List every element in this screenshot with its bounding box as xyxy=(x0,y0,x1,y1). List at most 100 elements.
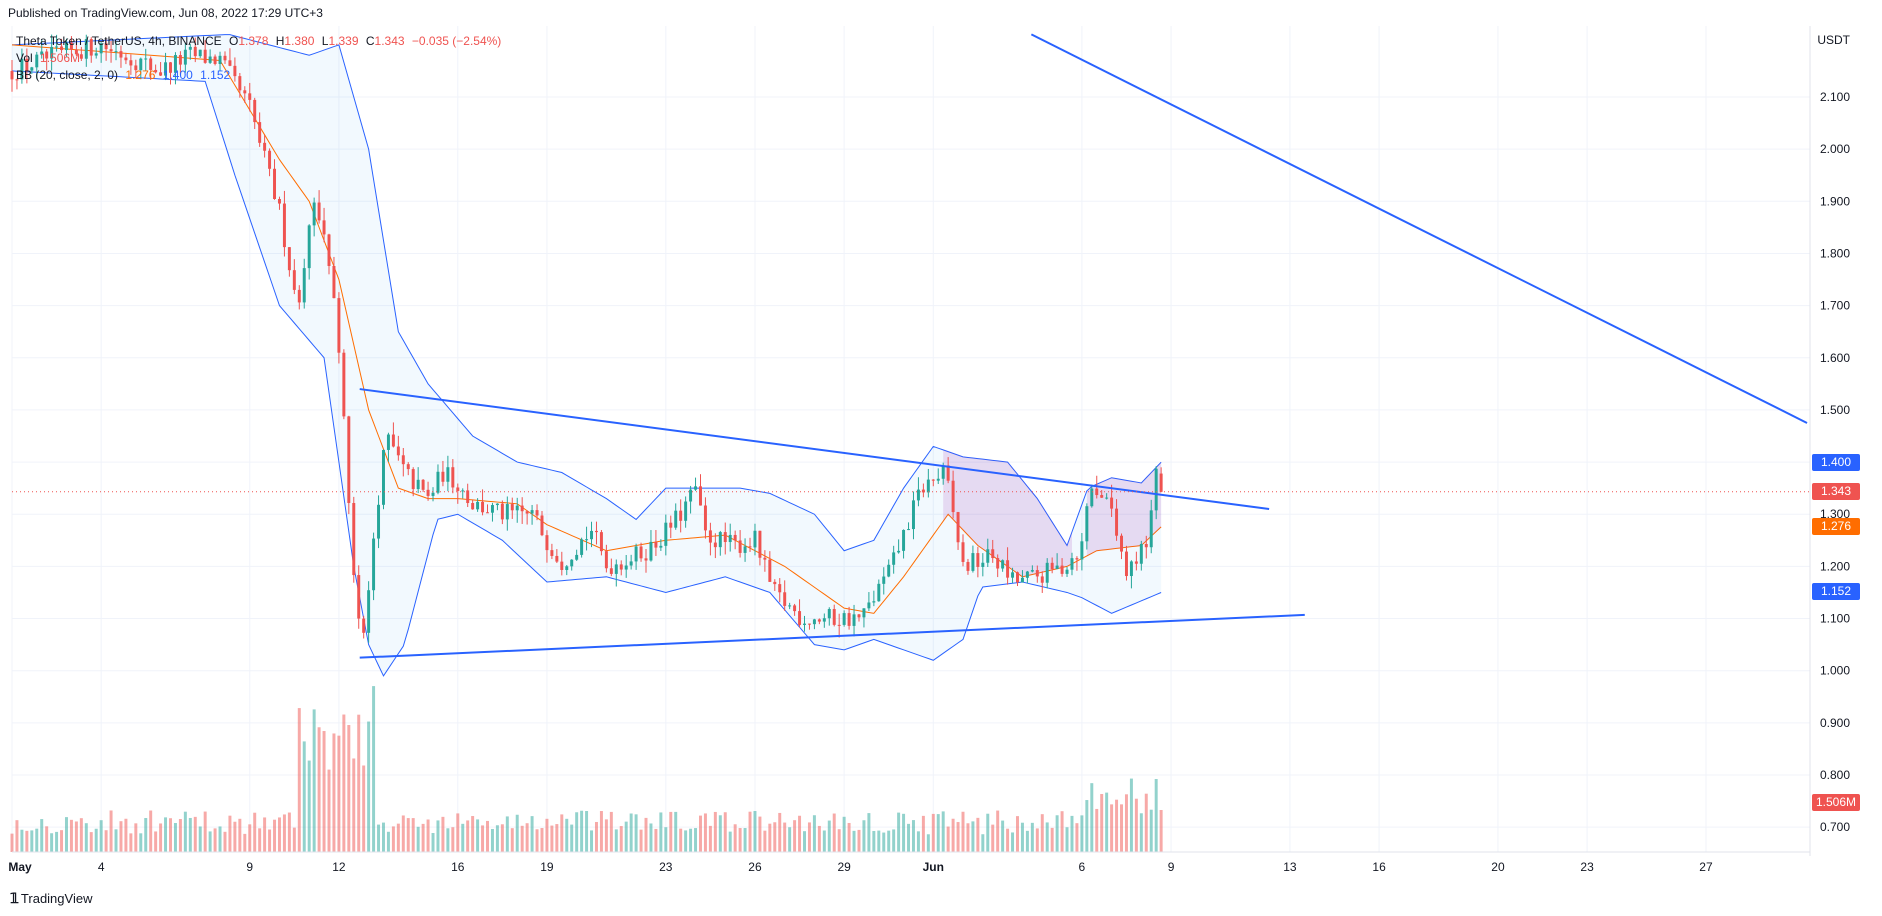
volume-bar xyxy=(926,834,930,852)
volume-bar xyxy=(94,828,98,852)
candle-body xyxy=(500,503,504,520)
volume-bar xyxy=(748,811,752,852)
volume-bar xyxy=(763,830,767,852)
volume-bar xyxy=(585,811,589,852)
volume-bar xyxy=(60,830,64,852)
candle-body xyxy=(382,449,385,505)
volume-bar xyxy=(50,833,54,852)
volume-bar xyxy=(456,813,460,852)
candle-body xyxy=(773,581,777,585)
volume-bar xyxy=(847,822,851,852)
candle-body xyxy=(79,54,83,59)
candle-body xyxy=(684,501,688,521)
candle-body xyxy=(857,614,861,618)
candle-body xyxy=(991,549,995,559)
candle-body xyxy=(778,584,782,593)
candle-body xyxy=(639,546,643,559)
candle-body xyxy=(609,568,613,574)
volume-bar xyxy=(89,832,93,852)
tradingview-brand: TradingView xyxy=(20,891,93,906)
volume-bar xyxy=(659,812,663,852)
candle-body xyxy=(619,564,623,570)
volume-bar xyxy=(644,817,648,852)
legend-close: 1.343 xyxy=(374,34,405,48)
volume-bar xyxy=(852,830,856,852)
volume-bar xyxy=(495,825,499,852)
volume-bar xyxy=(119,821,123,852)
candle-body xyxy=(476,501,480,510)
volume-bar xyxy=(946,826,950,852)
volume-bar xyxy=(69,819,73,852)
candle-body xyxy=(793,605,797,612)
volume-bar xyxy=(649,823,653,852)
x-tick-label: 20 xyxy=(1491,860,1505,874)
candle-body xyxy=(178,55,182,65)
volume-bar xyxy=(282,814,286,852)
y-tick-label: 1.100 xyxy=(1820,612,1850,626)
volume-bar xyxy=(713,811,717,852)
volume-bar xyxy=(327,769,331,852)
candle-body xyxy=(421,479,425,490)
candle-body xyxy=(783,592,787,606)
volume-bar xyxy=(431,833,435,852)
volume-bar xyxy=(193,816,197,852)
candle-body xyxy=(728,534,732,543)
candle-body xyxy=(1065,569,1069,574)
legend-vol-value: 1.506M xyxy=(40,51,81,65)
candle-body xyxy=(951,480,955,513)
volume-bar xyxy=(708,825,712,852)
candle-body xyxy=(55,46,59,48)
volume-bar xyxy=(391,826,395,852)
volume-bar xyxy=(1144,793,1148,852)
volume-bar xyxy=(357,714,361,852)
volume-bar xyxy=(243,833,247,852)
y-tick-label: 1.900 xyxy=(1820,194,1850,208)
volume-bar xyxy=(971,821,975,852)
volume-bar xyxy=(798,815,802,852)
pattern-highlights xyxy=(943,449,1162,577)
candle-body xyxy=(654,541,658,548)
volume-bar xyxy=(827,820,831,852)
candle-body xyxy=(248,93,252,100)
y-tick-label: 0.800 xyxy=(1820,768,1850,782)
candle-body xyxy=(15,79,19,81)
candle-body xyxy=(812,619,816,625)
candle-body xyxy=(1120,535,1123,552)
candle-body xyxy=(1139,543,1143,564)
candle-body xyxy=(342,352,346,417)
candle-body xyxy=(441,471,445,482)
volume-bar xyxy=(882,832,886,852)
candle-body xyxy=(481,501,485,513)
y-tick-label: 2.100 xyxy=(1820,90,1850,104)
volume-bar xyxy=(902,813,906,852)
volume-bar xyxy=(154,831,158,852)
volume-bar xyxy=(619,826,623,852)
candle-body xyxy=(64,42,68,51)
volume-bar xyxy=(699,815,702,852)
legend-bb: BB (20, close, 2, 0) 1.276 1.400 1.152 xyxy=(16,68,234,82)
candle-body xyxy=(238,76,242,91)
volume-bar xyxy=(629,813,633,852)
candle-body xyxy=(268,150,272,169)
candle-body xyxy=(877,583,881,602)
volume-bar xyxy=(812,815,816,852)
candle-body xyxy=(629,561,633,566)
tradingview-logo[interactable]: 𝟙 TradingView xyxy=(10,890,92,907)
volume-bar xyxy=(64,817,68,852)
price-tag: 1.506M xyxy=(1812,793,1860,811)
candle-body xyxy=(946,465,950,481)
volume-bar xyxy=(169,818,172,852)
candle-body xyxy=(1070,558,1074,570)
volume-bar xyxy=(396,823,400,852)
candle-body xyxy=(911,500,915,530)
candle-body xyxy=(699,486,702,506)
volume-bar xyxy=(921,815,925,852)
candle-body xyxy=(1149,510,1153,548)
candle-body xyxy=(1105,497,1109,499)
legend-high: 1.380 xyxy=(284,34,315,48)
candle-body xyxy=(788,605,792,607)
x-tick-label: 12 xyxy=(332,860,346,874)
volume-bars xyxy=(10,686,1163,852)
candle-body xyxy=(292,270,296,290)
